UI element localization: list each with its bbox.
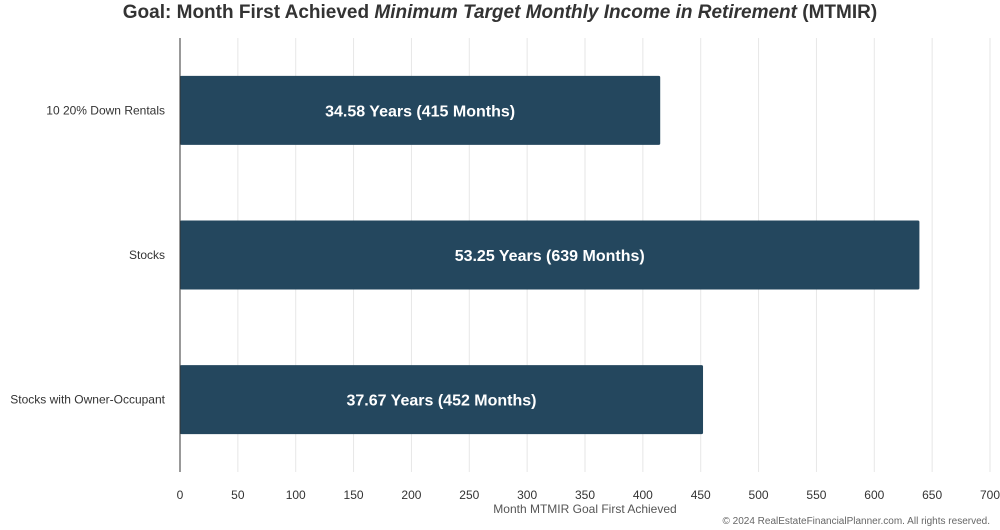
x-tick-label: 400 [633, 488, 653, 502]
bar [180, 365, 704, 435]
chart-title: Goal: Month First Achieved Minimum Targe… [0, 2, 1000, 24]
axis-layer: 0 50 100 150 200 250 300 350 400 450 500 550 600 650 7… [10, 38, 1000, 502]
x-tick-label: 350 [575, 488, 595, 502]
category-label: Stocks [129, 248, 165, 262]
x-axis-title: Month MTMIR Goal First Achieved [493, 502, 676, 516]
data-label: 37.67 Years (452 Months) [346, 393, 536, 410]
x-tick-label: 50 [231, 488, 245, 502]
x-tick-label: 550 [806, 488, 826, 502]
chart-title-suffix: (MTMIR) [797, 2, 878, 23]
data-label: 53.25 Years (639 Months) [455, 248, 645, 265]
copyright-text: © 2024 RealEstateFinancialPlanner.com. A… [722, 516, 990, 527]
x-tick-label: 600 [864, 488, 884, 502]
x-tick-label: 650 [922, 488, 942, 502]
data-label: 34.58 Years (415 Months) [325, 103, 515, 120]
x-tick-label: 500 [749, 488, 769, 502]
x-tick-label: 300 [517, 488, 537, 502]
x-tick-label: 100 [286, 488, 306, 502]
x-tick-label: 0 [177, 488, 184, 502]
category-label: Stocks with Owner-Occupant [10, 393, 165, 407]
x-tick-label: 700 [980, 488, 1000, 502]
bar-layer: 34.58 Years (415 Months) 53.25 Years (639… [180, 75, 920, 435]
category-label: 10 20% Down Rentals [46, 103, 165, 117]
bar [180, 75, 661, 145]
x-tick-label: 150 [344, 488, 364, 502]
chart-title-prefix: Goal: Month First Achieved [122, 2, 375, 23]
x-tick-label: 250 [459, 488, 479, 502]
x-tick-label: 450 [691, 488, 711, 502]
chart-title-italic: Minimum Target Monthly Income in Retirem… [374, 2, 797, 23]
bar [180, 220, 920, 290]
x-tick-label: 200 [401, 488, 421, 502]
